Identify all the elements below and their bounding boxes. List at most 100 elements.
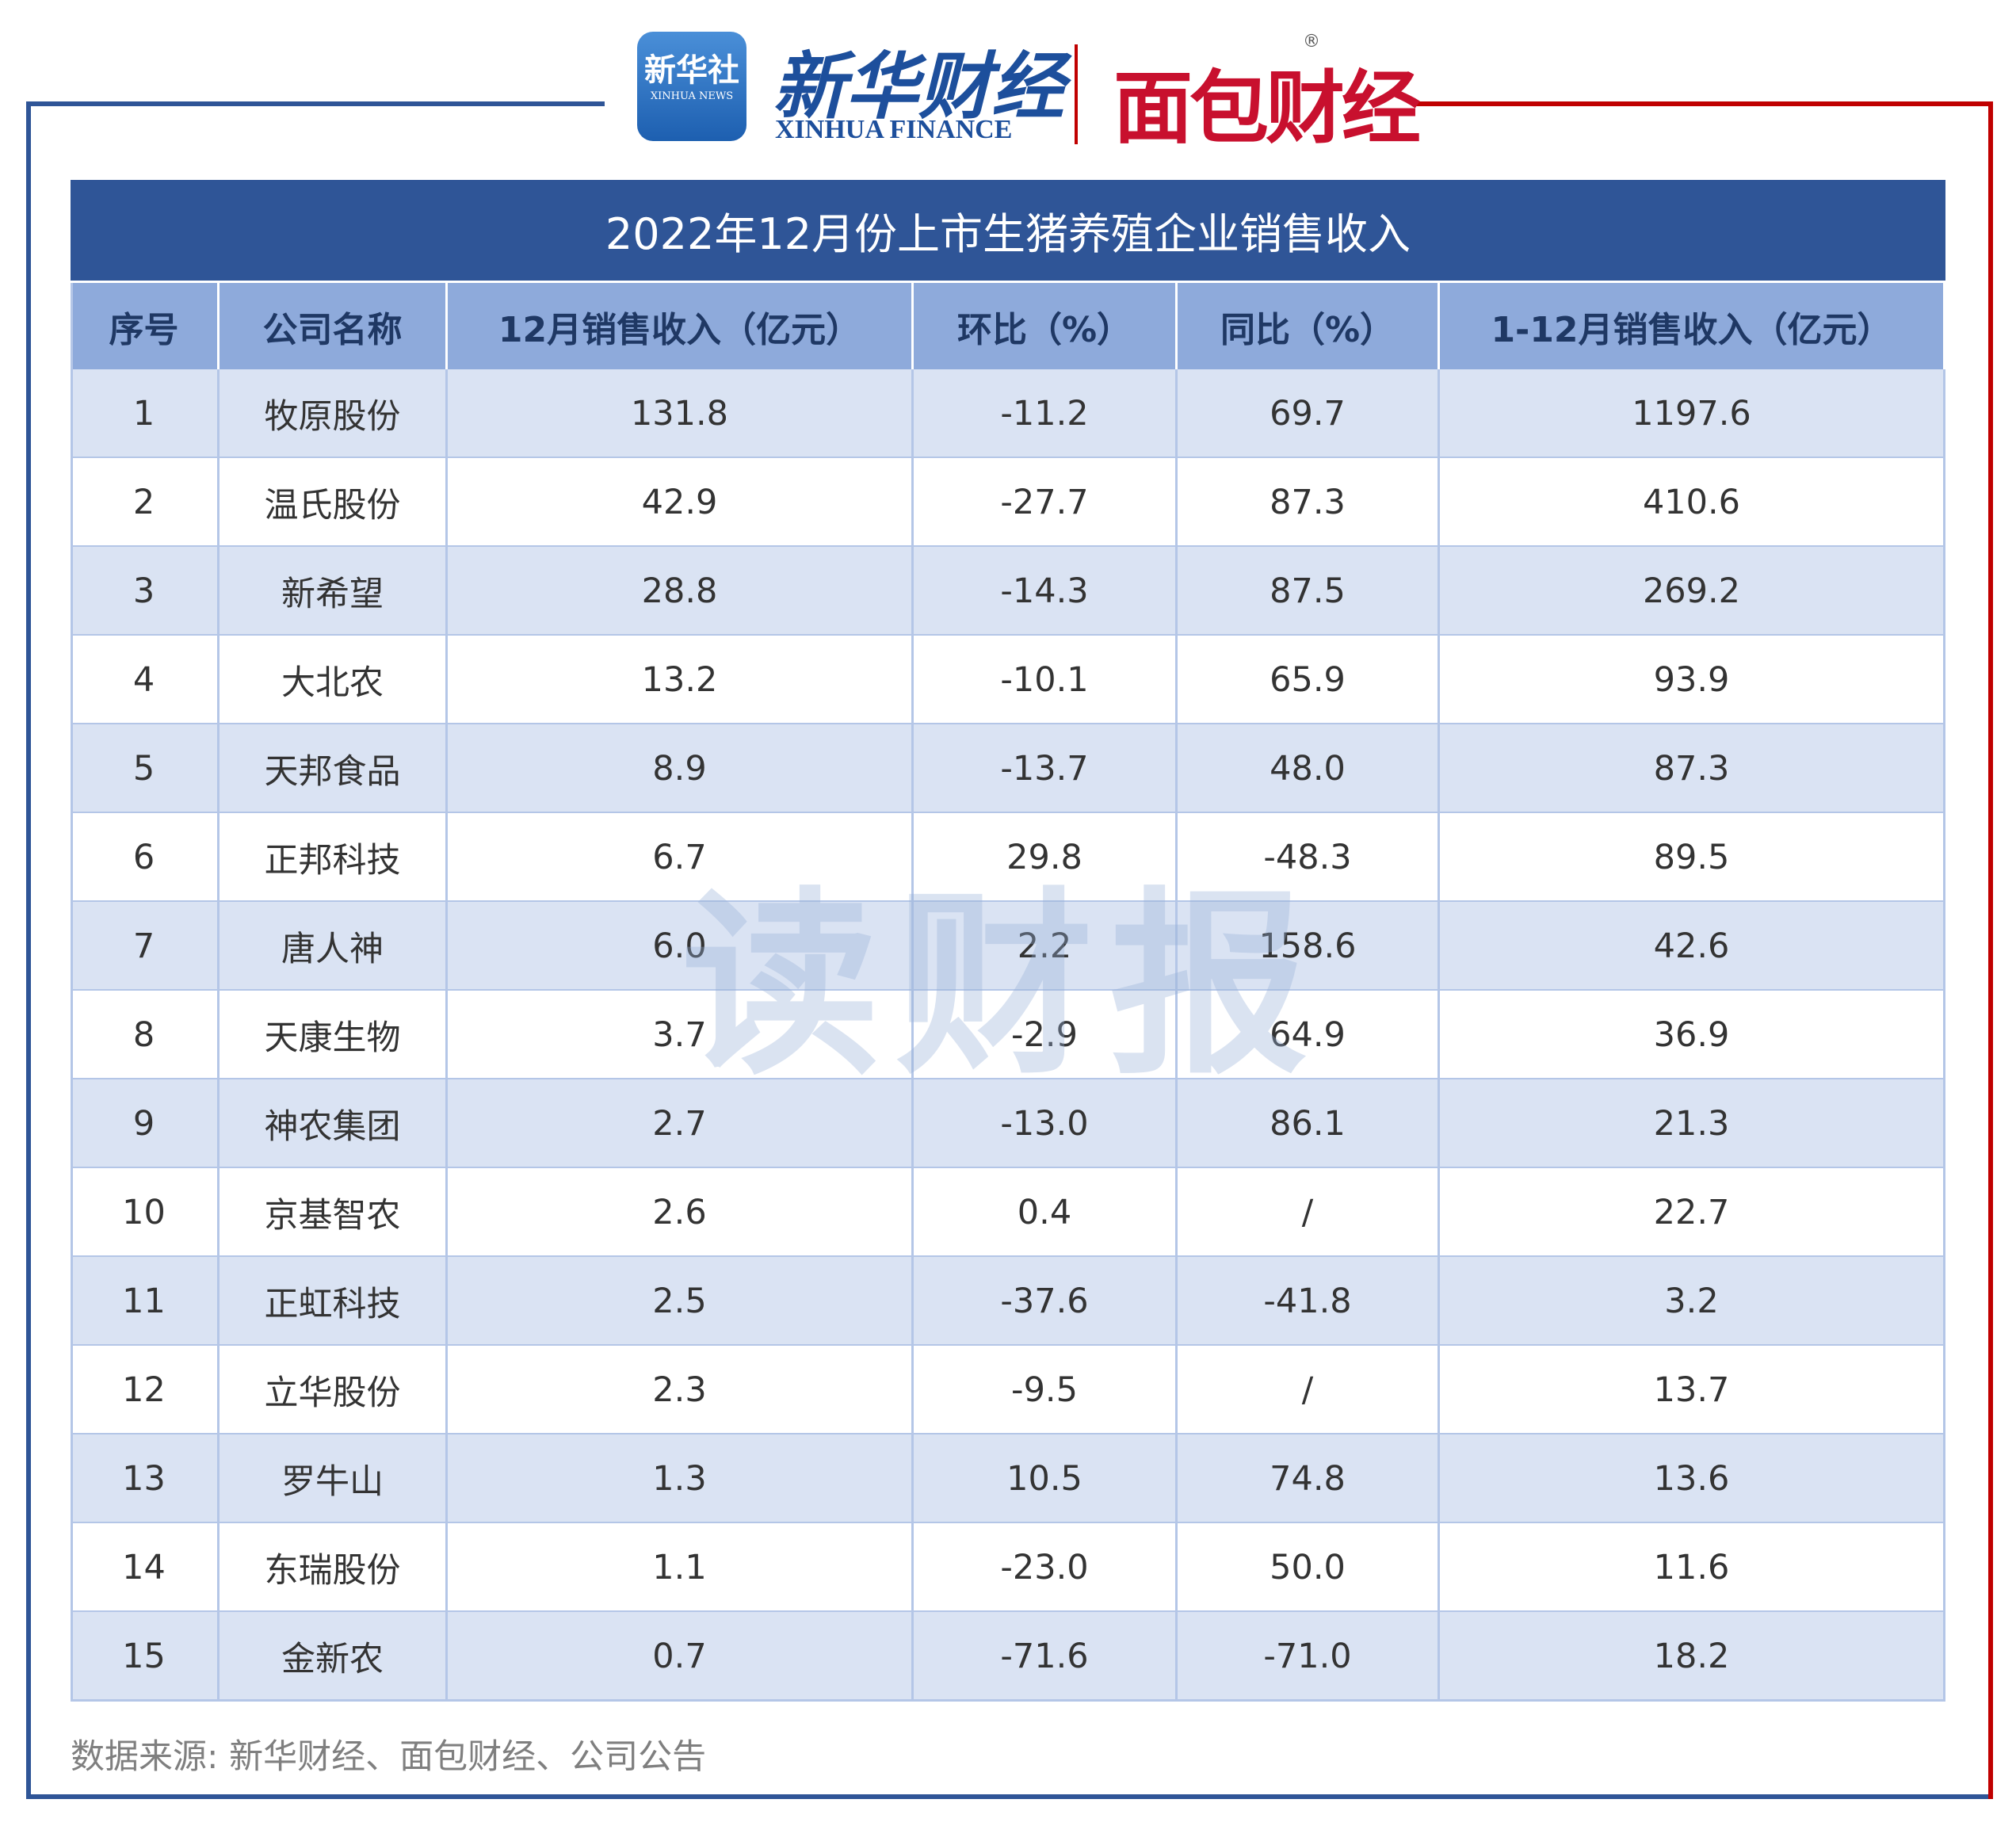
table-cell: 21.3 xyxy=(1440,1079,1945,1168)
table-cell: -71.0 xyxy=(1178,1612,1440,1701)
table-cell: 3.7 xyxy=(448,991,914,1079)
frame-top-left xyxy=(26,101,605,106)
table-cell: 1 xyxy=(71,369,220,458)
table-cell: 29.8 xyxy=(914,813,1178,902)
row-divider xyxy=(71,900,1945,903)
table-cell: 牧原股份 xyxy=(220,369,448,458)
table-cell: / xyxy=(1178,1346,1440,1434)
table-cell: -37.6 xyxy=(914,1257,1178,1346)
row-divider xyxy=(71,723,1945,725)
table-cell: 64.9 xyxy=(1178,991,1440,1079)
row-divider xyxy=(71,1699,1945,1702)
source-note: 数据来源: 新华财经、面包财经、公司公告 xyxy=(71,1737,707,1777)
row-divider xyxy=(71,1078,1945,1080)
column-header: 同比（%） xyxy=(1178,283,1440,369)
table-cell: 新希望 xyxy=(220,547,448,636)
table-cell: 2.5 xyxy=(448,1257,914,1346)
table-cell: 7 xyxy=(71,902,220,991)
table-cell: 温氏股份 xyxy=(220,458,448,547)
table-cell: 86.1 xyxy=(1178,1079,1440,1168)
row-divider xyxy=(71,634,1945,636)
logo-name: 新华财经 xyxy=(773,44,1065,129)
table-cell: 12 xyxy=(71,1346,220,1434)
table-cell: 13 xyxy=(71,1434,220,1523)
table-cell: -13.0 xyxy=(914,1079,1178,1168)
row-divider xyxy=(71,1344,1945,1347)
table-cell: 唐人神 xyxy=(220,902,448,991)
table-cell: 269.2 xyxy=(1440,547,1945,636)
table-cell: 2.7 xyxy=(448,1079,914,1168)
table-cell: 天康生物 xyxy=(220,991,448,1079)
table-cell: 罗牛山 xyxy=(220,1434,448,1523)
table-cell: -41.8 xyxy=(1178,1257,1440,1346)
table-cell: 9 xyxy=(71,1079,220,1168)
table-cell: 10 xyxy=(71,1168,220,1257)
table-cell: 42.6 xyxy=(1440,902,1945,991)
logo-divider xyxy=(1075,44,1078,144)
table-cell: 1.3 xyxy=(448,1434,914,1523)
table-cell: 87.5 xyxy=(1178,547,1440,636)
row-divider xyxy=(71,1610,1945,1613)
table-cell: -11.2 xyxy=(914,369,1178,458)
table-cell: 天邦食品 xyxy=(220,724,448,813)
logo-badge-en: XINHUA NEWS xyxy=(650,90,734,102)
row-divider xyxy=(71,1522,1945,1524)
table-cell: 131.8 xyxy=(448,369,914,458)
table-left-border xyxy=(71,283,73,1701)
table-cell: 正邦科技 xyxy=(220,813,448,902)
table-cell: 42.9 xyxy=(448,458,914,547)
table-cell: 36.9 xyxy=(1440,991,1945,1079)
row-divider xyxy=(71,989,1945,991)
table-cell: 3.2 xyxy=(1440,1257,1945,1346)
table-cell: 48.0 xyxy=(1178,724,1440,813)
table-cell: -71.6 xyxy=(914,1612,1178,1701)
table-cell: 11 xyxy=(71,1257,220,1346)
frame-right xyxy=(1988,101,1993,1799)
table-cell: 立华股份 xyxy=(220,1346,448,1434)
table-cell: -14.3 xyxy=(914,547,1178,636)
table-cell: 74.8 xyxy=(1178,1434,1440,1523)
table-cell: 0.4 xyxy=(914,1168,1178,1257)
row-divider xyxy=(71,1255,1945,1258)
row-divider xyxy=(71,812,1945,814)
table-cell: 410.6 xyxy=(1440,458,1945,547)
table-cell: 京基智农 xyxy=(220,1168,448,1257)
row-divider xyxy=(71,456,1945,459)
table-cell: -48.3 xyxy=(1178,813,1440,902)
table-cell: -27.7 xyxy=(914,458,1178,547)
table-cell: 13.2 xyxy=(448,636,914,724)
table-cell: 2.3 xyxy=(448,1346,914,1434)
logo-badge: 新华社 XINHUA NEWS xyxy=(637,32,746,141)
table-cell: 东瑞股份 xyxy=(220,1523,448,1612)
table-cell: 65.9 xyxy=(1178,636,1440,724)
table-cell: 3 xyxy=(71,547,220,636)
row-divider xyxy=(71,545,1945,548)
table-cell: 神农集团 xyxy=(220,1079,448,1168)
partner-logo: 面包财经 xyxy=(1113,62,1421,155)
table-cell: 10.5 xyxy=(914,1434,1178,1523)
frame-bottom xyxy=(26,1794,1993,1799)
table-cell: 1197.6 xyxy=(1440,369,1945,458)
table-cell: -10.1 xyxy=(914,636,1178,724)
table-cell: -2.9 xyxy=(914,991,1178,1079)
logo-badge-text: 新华社 xyxy=(644,52,739,89)
column-header: 1-12月销售收入（亿元） xyxy=(1440,283,1945,369)
table-cell: 金新农 xyxy=(220,1612,448,1701)
table-cell: 2.6 xyxy=(448,1168,914,1257)
table-cell: 87.3 xyxy=(1178,458,1440,547)
table-cell: 8.9 xyxy=(448,724,914,813)
table-cell: 22.7 xyxy=(1440,1168,1945,1257)
table-cell: 15 xyxy=(71,1612,220,1701)
table-cell: 6.7 xyxy=(448,813,914,902)
column-header: 环比（%） xyxy=(914,283,1178,369)
table-cell: 18.2 xyxy=(1440,1612,1945,1701)
table-cell: 87.3 xyxy=(1440,724,1945,813)
table-cell: 13.6 xyxy=(1440,1434,1945,1523)
table-cell: 11.6 xyxy=(1440,1523,1945,1612)
logo-name-en: XINHUA FINANCE xyxy=(775,115,1013,144)
table-cell: 6.0 xyxy=(448,902,914,991)
table-cell: / xyxy=(1178,1168,1440,1257)
table-title: 2022年12月份上市生猪养殖企业销售收入 xyxy=(71,180,1945,281)
table-cell: 28.8 xyxy=(448,547,914,636)
